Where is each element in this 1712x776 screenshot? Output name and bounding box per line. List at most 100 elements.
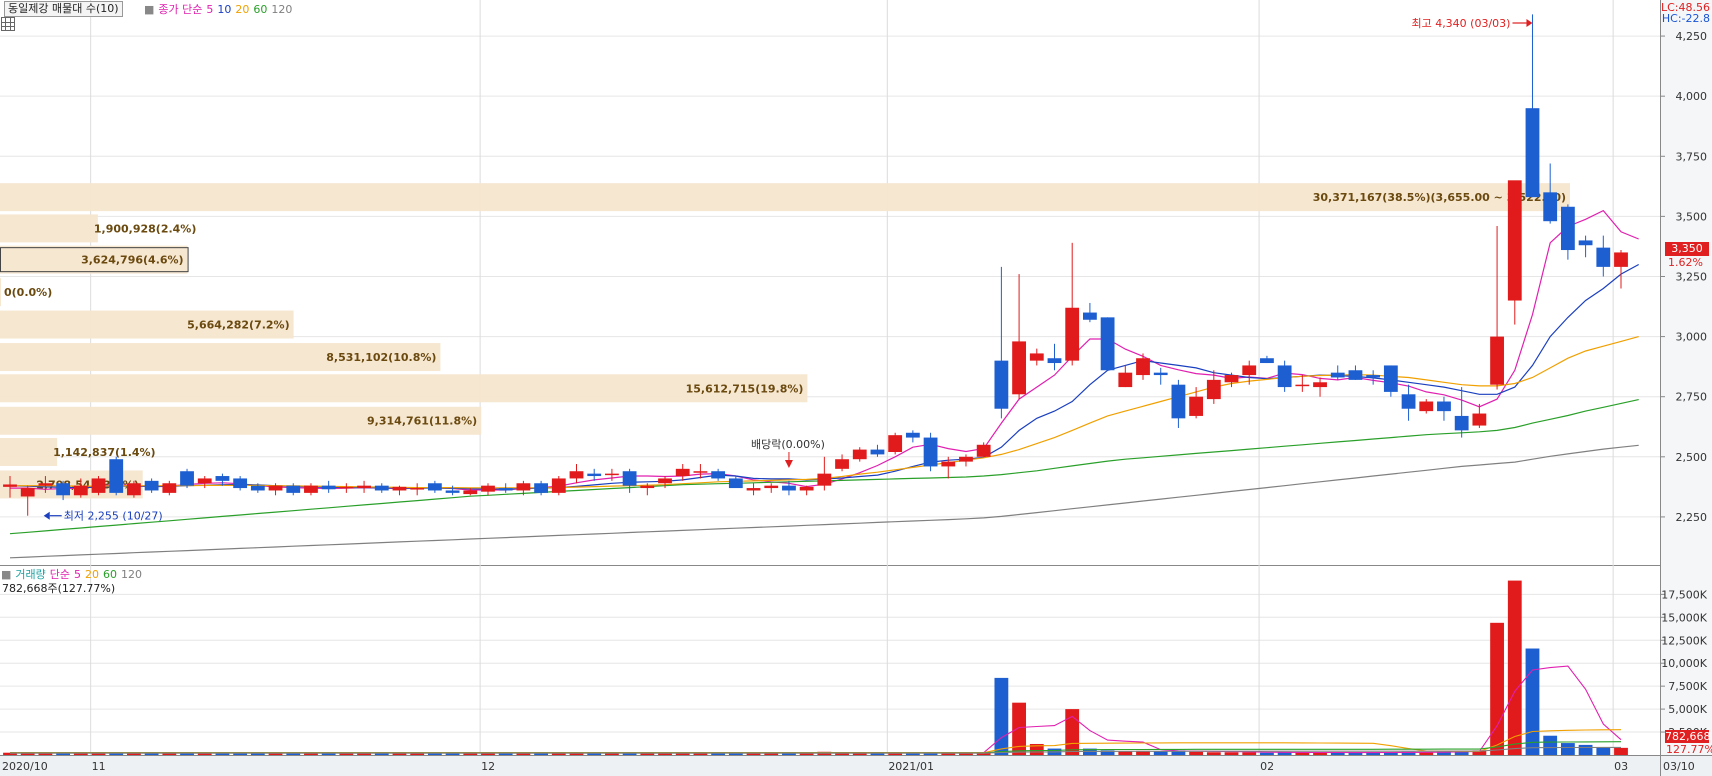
candle-body — [835, 459, 849, 469]
volume-profile-band — [0, 343, 441, 372]
volume-bar — [215, 752, 230, 755]
x-tick-label: 2020/10 — [2, 760, 48, 773]
candle-body — [1437, 401, 1451, 412]
candle-body — [1295, 384, 1310, 387]
price-tick-label: 2,750 — [1676, 391, 1708, 404]
volume-bar — [782, 752, 796, 755]
price-tick-label: 2,250 — [1676, 511, 1708, 524]
volume-tick-label: 5,000K — [1668, 703, 1707, 716]
volume-bar — [1507, 580, 1522, 755]
volume-bar — [551, 752, 566, 755]
candle-body — [250, 485, 265, 491]
volume-bar — [180, 752, 194, 755]
candle-body — [1029, 353, 1044, 361]
volume-bar — [233, 752, 248, 755]
candle-body — [1260, 358, 1274, 364]
volume-bar — [1348, 752, 1363, 755]
volume-bar — [1242, 752, 1257, 755]
volume-bar — [1366, 752, 1381, 755]
volume-bar — [976, 752, 991, 755]
volume-profile-highlight — [0, 247, 189, 273]
candle-body — [1206, 379, 1221, 400]
volume-profile-label: 5,664,282(7.2%) — [187, 319, 290, 332]
volume-bar — [1383, 752, 1398, 755]
candle-body — [1313, 382, 1327, 388]
candle-body — [1171, 384, 1186, 419]
volume-profile-band — [0, 245, 188, 274]
candle-body — [1153, 372, 1168, 376]
candle-body — [1366, 375, 1381, 378]
volume-bar — [1543, 735, 1558, 755]
volume-bar — [1012, 702, 1026, 755]
candle-body — [675, 468, 690, 477]
chart-title[interactable]: 동일제강 매물대 수(10) — [4, 1, 123, 17]
volume-bar — [321, 752, 336, 755]
volume-ma-line-120 — [10, 746, 1621, 754]
candle-body — [587, 473, 602, 477]
volume-bar — [392, 752, 407, 755]
volume-bar — [144, 752, 159, 755]
high-annotation: 최고 4,340 (03/03) — [1411, 17, 1510, 30]
volume-bar — [711, 752, 726, 755]
volume-bar — [1136, 750, 1150, 755]
candle-body — [1472, 413, 1487, 426]
ma-legend: ■ 종가 단순 5 10 20 60 120 — [144, 3, 293, 16]
volume-profile-band — [0, 278, 1, 307]
dividend-marker — [784, 460, 793, 468]
candle-body — [144, 480, 159, 491]
volume-legend: ■ 거래량 단순 5 20 60 120 — [1, 568, 143, 581]
volume-bar — [994, 677, 1009, 755]
volume-profile-band — [0, 183, 1570, 212]
candle-body — [817, 473, 832, 486]
candle-body — [1065, 307, 1080, 361]
volume-profile-label: 1,142,837(1.4%) — [53, 446, 156, 459]
candle-body — [215, 476, 230, 481]
volume-bar — [1419, 752, 1434, 755]
candle-body — [870, 449, 885, 455]
volume-bar — [445, 752, 460, 755]
candle-body — [321, 485, 336, 490]
candle-body — [162, 483, 177, 493]
candle-body — [127, 483, 141, 496]
volume-bar — [622, 752, 637, 755]
x-tick-label: 03/10 — [1663, 760, 1695, 773]
candle-body — [905, 432, 920, 438]
candle-body — [1525, 108, 1540, 198]
volume-profile-label: 30,371,167(38.5%)(3,655.00 ~ 3,522.50) — [1313, 191, 1566, 204]
price-tick-label: 3,000 — [1676, 331, 1708, 344]
volume-bar — [127, 752, 141, 755]
candle-body — [1401, 394, 1416, 409]
volume-bar — [1295, 752, 1310, 755]
candle-body — [782, 485, 796, 491]
candle-body — [1596, 247, 1611, 267]
candle-body — [551, 478, 566, 493]
table-icon[interactable] — [1, 17, 15, 31]
volume-bar — [605, 752, 619, 755]
volume-profile-label: 9,314,761(11.8%) — [367, 415, 477, 428]
candle-body — [1454, 415, 1469, 431]
current-price-change: 1.62% — [1668, 256, 1703, 269]
x-tick-label: 03 — [1614, 760, 1628, 773]
candle-body — [1419, 401, 1434, 412]
volume-bar — [1596, 747, 1611, 755]
volume-bar — [1330, 752, 1345, 755]
x-tick-label: 02 — [1260, 760, 1274, 773]
candle-body — [1100, 317, 1115, 371]
current-volume-pct: 127.77% — [1666, 743, 1712, 756]
candle-body — [1490, 336, 1504, 385]
volume-bar — [56, 752, 71, 755]
candle-body — [1189, 396, 1204, 416]
candle-body — [91, 478, 106, 493]
candle-body — [959, 456, 973, 462]
candle-body — [622, 471, 637, 486]
volume-bar — [339, 752, 354, 755]
volume-bar — [728, 752, 743, 755]
volume-profile-label: 8,531,102(10.8%) — [326, 351, 436, 364]
volume-bar — [923, 752, 938, 755]
volume-bar — [799, 752, 814, 755]
candle-body — [180, 471, 194, 486]
volume-bar — [427, 752, 442, 755]
price-tick-label: 4,250 — [1676, 30, 1708, 43]
candle-body — [357, 485, 371, 489]
